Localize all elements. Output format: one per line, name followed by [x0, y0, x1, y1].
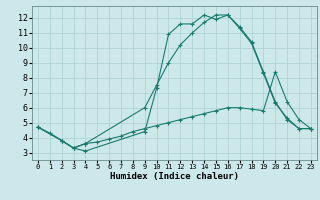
X-axis label: Humidex (Indice chaleur): Humidex (Indice chaleur): [110, 172, 239, 181]
